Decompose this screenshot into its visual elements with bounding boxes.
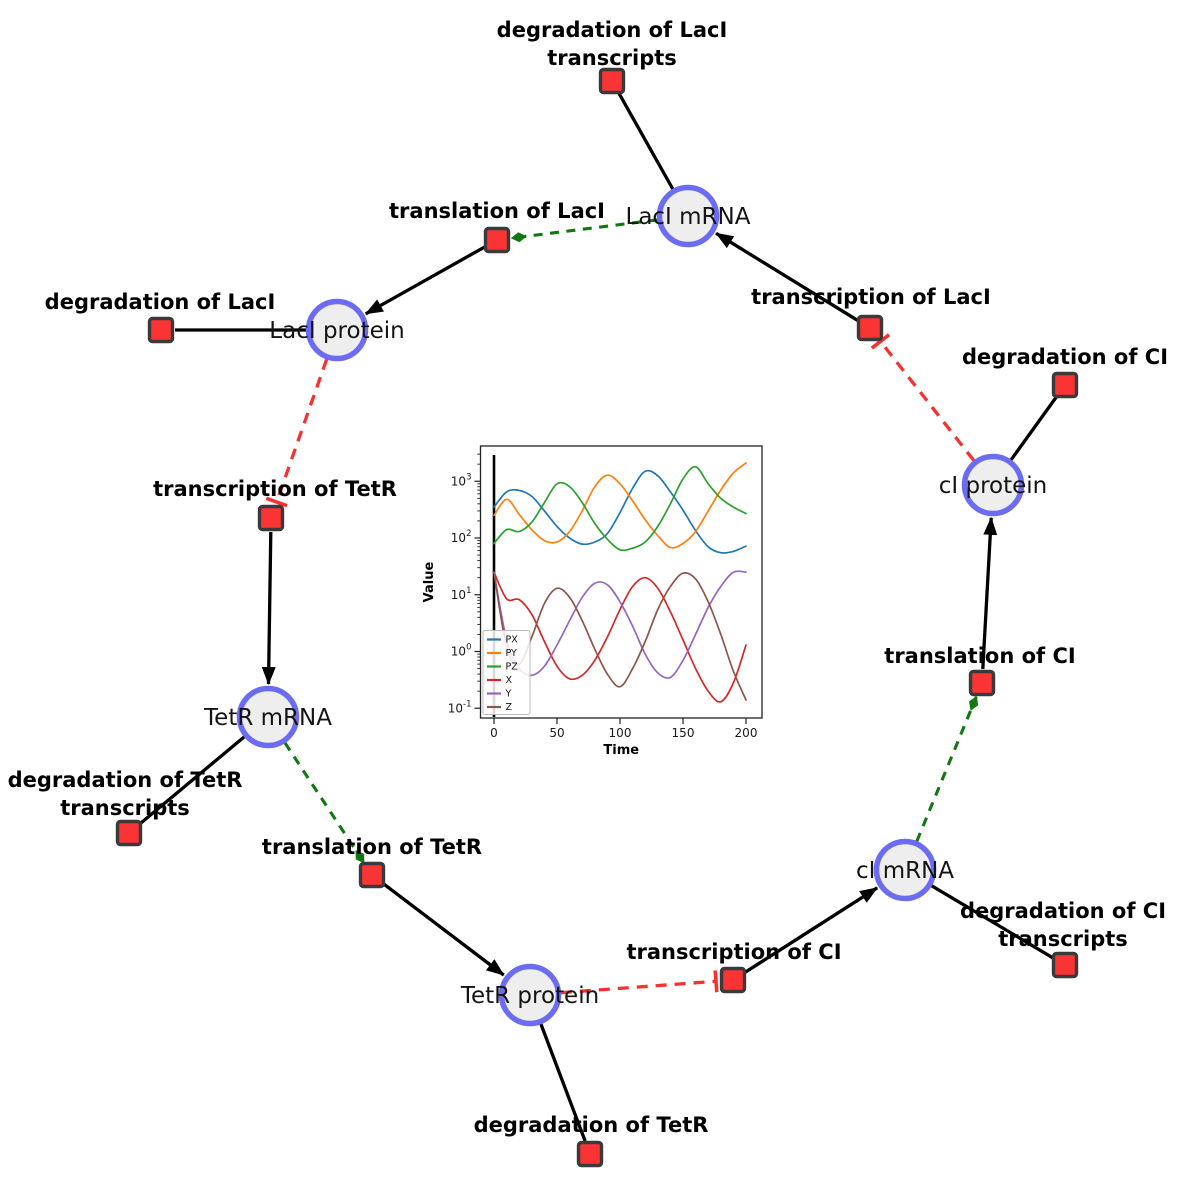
reaction-label-translation-tetr: translation of TetR (262, 835, 482, 859)
edge-production-transcription-ci-ci-mrna (743, 886, 879, 974)
chart-x-tick-label: 50 (549, 726, 564, 740)
species-label-tetr-protein: TetR protein (460, 983, 599, 1009)
chart-y-tick-label: 100 (451, 643, 472, 659)
reaction-node-transcription-ci[interactable] (719, 966, 747, 994)
reaction-node-translation-ci[interactable] (968, 669, 996, 697)
edge-consumption-laci-mrna-deg-laci-transcripts (617, 92, 675, 190)
species-node-ci-mrna[interactable] (873, 838, 937, 902)
nodes-layer: degradation of LacI transcripts translatio… (8, 18, 1168, 1168)
edge-catalysis-ci-mrna-translation-ci (915, 695, 979, 842)
species-node-ci-protein[interactable] (961, 453, 1025, 517)
species-label-tetr-mrna: TetR mRNA (203, 705, 332, 731)
reaction-label-transcription-tetr: transcription of TetR (153, 477, 397, 501)
chart-x-tick-label: 100 (609, 726, 632, 740)
chart-y-tick-label: 103 (451, 472, 472, 488)
reaction-label-translation-ci: translation of CI (884, 644, 1075, 668)
edge-consumption-tetr-mrna-deg-tetr-transcripts (138, 735, 246, 826)
species-label-ci-mrna: cI mRNA (856, 858, 954, 884)
series-line-y (493, 570, 747, 679)
species-label-laci-protein: LacI protein (269, 318, 404, 344)
reaction-label-transcription-laci: transcription of LacI (751, 285, 991, 309)
reaction-node-deg-laci[interactable] (147, 316, 175, 344)
edge-consumption-tetr-protein-deg-tetr (539, 1023, 587, 1142)
legend-label-py: PY (506, 648, 518, 659)
reaction-label-deg-laci: degradation of LacI (45, 290, 276, 314)
edge-production-transcription-laci-laci-mrna (715, 231, 859, 323)
edge-consumption-ci-protein-deg-ci (1009, 395, 1059, 461)
species-node-laci-protein[interactable] (305, 298, 369, 362)
reaction-node-translation-laci[interactable] (483, 226, 511, 254)
reaction-label-transcription-ci: transcription of CI (626, 940, 841, 964)
edge-inhibition-tetr-protein-transcription-ci (560, 970, 719, 995)
reaction-label-deg-ci-transcripts: degradation of CI transcripts (960, 899, 1166, 951)
chart-y-tick-label: 102 (451, 529, 472, 545)
series-line-z (493, 571, 747, 701)
edge-consumption-ci-mrna-deg-ci-transcripts (930, 884, 1054, 960)
chart-x-axis-label: Time (603, 743, 639, 758)
chart-frame (479, 445, 763, 719)
series-line-x (493, 571, 747, 703)
species-node-tetr-protein[interactable] (498, 963, 562, 1027)
reaction-node-translation-tetr[interactable] (358, 861, 386, 889)
species-node-laci-mrna[interactable] (656, 184, 720, 248)
series-line-px (493, 469, 747, 554)
reaction-node-deg-laci-transcripts[interactable] (598, 67, 626, 95)
reaction-node-deg-ci-transcripts[interactable] (1051, 951, 1079, 979)
legend-label-pz: PZ (506, 662, 519, 673)
series-line-py (493, 462, 747, 549)
chart-y-tick-label: 101 (451, 586, 472, 602)
edges-layer (138, 92, 1059, 1142)
edge-production-transcription-tetr-tetr-mrna (261, 531, 276, 685)
chart-y-axis-label: Value (422, 561, 437, 602)
reaction-label-translation-laci: translation of LacI (389, 199, 605, 223)
chart-legend: PX PY PZ XYZ (482, 630, 531, 715)
chart-x-tick-label: 150 (672, 726, 695, 740)
reaction-node-deg-tetr[interactable] (576, 1140, 604, 1168)
edge-inhibition-laci-protein-transcription-tetr (265, 358, 329, 508)
edge-catalysis-laci-mrna-translation-laci (510, 218, 658, 243)
reaction-label-deg-ci: degradation of CI (962, 345, 1168, 369)
legend-label-px: PX (506, 635, 519, 646)
reaction-label-deg-laci-transcripts: degradation of LacI transcripts (497, 18, 728, 70)
reaction-label-deg-tetr-transcripts: degradation of TetR transcripts (8, 768, 243, 820)
chart-y-tick-label: 10-1 (448, 699, 472, 715)
reaction-node-deg-tetr-transcripts[interactable] (115, 819, 143, 847)
species-node-tetr-mrna[interactable] (236, 685, 300, 749)
inset-chart: 0 50 100 150 20010-1100101102103TimeValuePXP… (422, 445, 763, 758)
reaction-node-transcription-tetr[interactable] (257, 504, 285, 532)
chart-x-tick-label: 200 (735, 726, 758, 740)
edge-production-translation-laci-laci-protein (364, 245, 486, 316)
legend-label-x: X (506, 675, 513, 686)
edge-inhibition-ci-protein-transcription-laci (870, 333, 976, 462)
chart-x-tick-label: 0 (490, 726, 498, 740)
species-label-ci-protein: cI protein (939, 473, 1048, 499)
chart-series-layer (493, 462, 747, 703)
species-label-laci-mrna: LacI mRNA (626, 204, 751, 230)
reaction-node-transcription-laci[interactable] (856, 314, 884, 342)
edge-production-translation-ci-ci-protein (981, 516, 998, 670)
legend-label-y: Y (505, 689, 512, 700)
reaction-node-deg-ci[interactable] (1051, 371, 1079, 399)
legend-label-z: Z (506, 702, 513, 713)
reaction-label-deg-tetr: degradation of TetR (474, 1113, 709, 1137)
series-line-pz (493, 465, 747, 552)
edge-catalysis-tetr-mrna-translation-tetr (283, 742, 366, 864)
edge-production-translation-tetr-tetr-protein (382, 882, 505, 977)
